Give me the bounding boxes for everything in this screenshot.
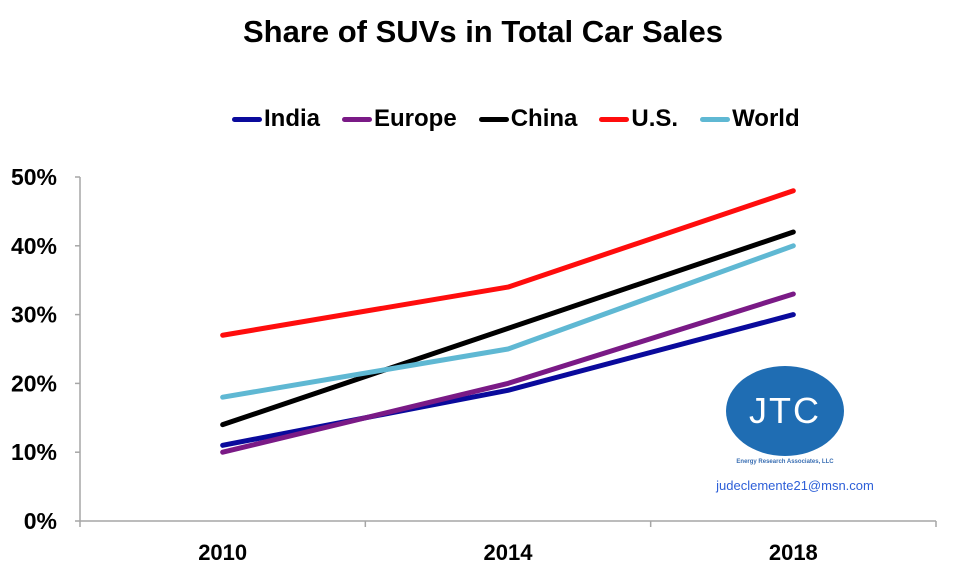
legend-swatch-us (599, 116, 630, 122)
y-tick-label: 10% (11, 439, 57, 465)
legend-swatch-world (700, 116, 731, 122)
series-line-us (220, 188, 796, 338)
legend-swatch-china (478, 116, 509, 122)
jtc-watermark: JTC Energy Research Associates, LLC jude… (700, 362, 890, 497)
x-tick-label: 2010 (198, 540, 247, 565)
x-tick-label: 2018 (769, 540, 818, 565)
chart-title: Share of SUVs in Total Car Sales (242, 14, 724, 49)
legend-item-india: India (232, 105, 320, 133)
legend-label-world: World (732, 105, 800, 132)
legend-swatch-europe (342, 116, 373, 122)
y-tick-label: 0% (24, 508, 57, 534)
legend-label-europe: Europe (374, 105, 457, 132)
legend-item-china: China (478, 105, 578, 133)
jtc-logo: JTC (726, 366, 844, 456)
series-lines (220, 188, 796, 455)
legend-label-china: China (510, 105, 578, 132)
legend-item-world: World (700, 105, 800, 133)
x-tick-label: 2014 (484, 540, 534, 565)
legend-label-india: India (264, 105, 321, 132)
logo-subtitle: Energy Research Associates, LLC (736, 459, 834, 465)
y-tick-label: 30% (11, 302, 57, 328)
legend-item-europe: Europe (342, 105, 457, 133)
series-line-europe (220, 291, 796, 455)
chart-legend: India Europe China U.S. World (232, 105, 822, 133)
series-line-world (220, 243, 796, 400)
legend-item-us: U.S. (599, 105, 678, 133)
logo-email: judeclemente21@msn.com (716, 478, 874, 493)
y-tick-label: 40% (11, 233, 57, 259)
series-line-china (220, 229, 796, 428)
legend-label-us: U.S. (631, 105, 679, 132)
y-tick-label: 20% (11, 370, 57, 396)
y-tick-label: 50% (11, 164, 57, 190)
legend-swatch-india (232, 116, 262, 122)
axes: 0% 10% 20% 30% 40% 50% 2010 2014 2018 (11, 164, 937, 565)
